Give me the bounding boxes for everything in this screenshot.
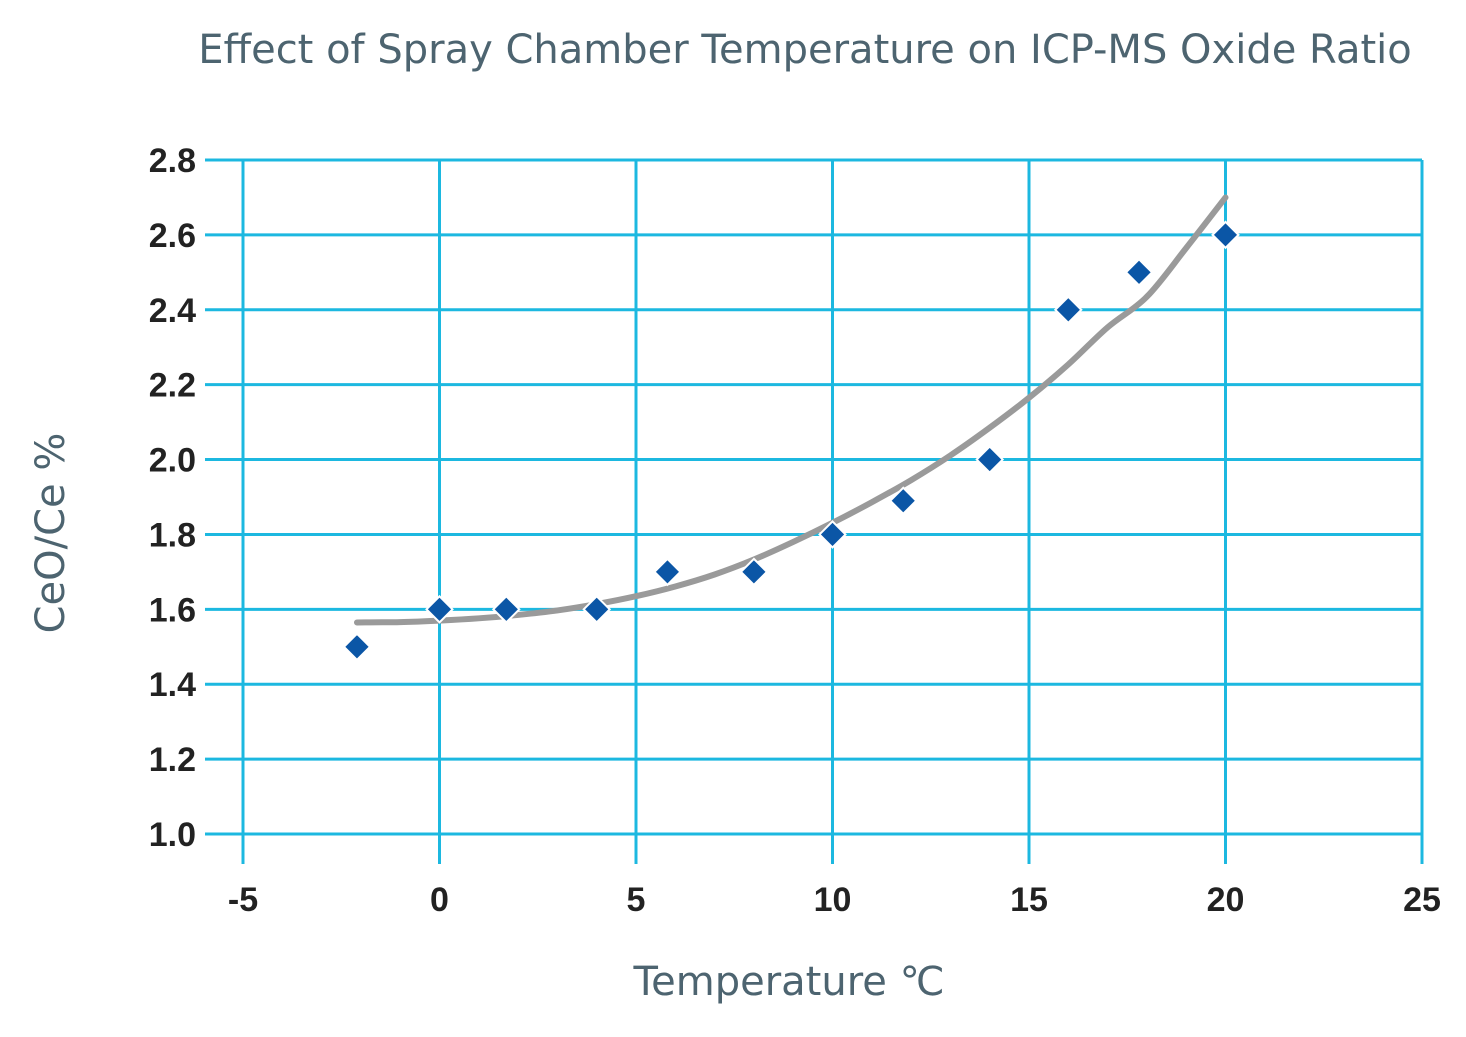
data-point — [491, 594, 521, 624]
data-point — [739, 557, 769, 587]
y-tick-label: 1.4 — [149, 666, 196, 704]
y-tick-label: 1.6 — [149, 591, 196, 629]
chart-title: Effect of Spray Chamber Temperature on I… — [198, 27, 1411, 73]
data-point — [342, 632, 372, 662]
x-tick-label: 15 — [1010, 881, 1048, 919]
y-tick-label: 2.0 — [149, 442, 196, 480]
grid — [205, 158, 1424, 836]
x-tick-label: -5 — [228, 881, 258, 919]
axis-ticks: 1.0 1.2 1.4 1.6 1.8 2.0 2.2 2.4 2.6 2.8 -5 0 5 10 15 20… — [149, 142, 1441, 919]
data-point — [975, 445, 1005, 474]
x-tick-label: 0 — [430, 881, 449, 919]
x-tick-label: 25 — [1403, 881, 1441, 919]
y-tick-label: 1.0 — [149, 816, 196, 854]
y-tick-label: 2.6 — [149, 217, 196, 255]
data-point — [425, 594, 454, 624]
trend-line — [353, 194, 1229, 626]
x-tick-label: 5 — [627, 881, 646, 919]
y-axis-label: CeO/Ce % — [28, 433, 74, 634]
data-point — [1211, 220, 1240, 250]
data-point — [818, 520, 847, 549]
y-tick-label: 1.8 — [149, 516, 196, 554]
data-point — [888, 486, 918, 516]
y-tick-label: 2.8 — [149, 142, 196, 180]
x-tick-label: 20 — [1207, 881, 1245, 919]
data-point — [1124, 257, 1154, 287]
x-tick-label: 10 — [814, 881, 852, 919]
x-axis-label: Temperature ℃ — [632, 959, 944, 1005]
y-tick-label: 2.4 — [149, 292, 196, 330]
y-tick-label: 1.2 — [149, 741, 196, 779]
data-point — [653, 557, 682, 587]
data-point — [1053, 295, 1083, 325]
data-point — [582, 594, 612, 624]
y-tick-label: 2.2 — [149, 367, 196, 405]
data-points — [342, 220, 1240, 662]
